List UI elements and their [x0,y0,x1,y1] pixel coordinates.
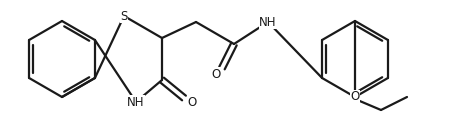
Text: NH: NH [127,95,144,108]
Text: O: O [349,91,359,103]
Text: O: O [211,67,220,80]
Text: O: O [187,95,196,108]
Text: NH: NH [259,15,276,29]
Text: S: S [120,10,127,23]
